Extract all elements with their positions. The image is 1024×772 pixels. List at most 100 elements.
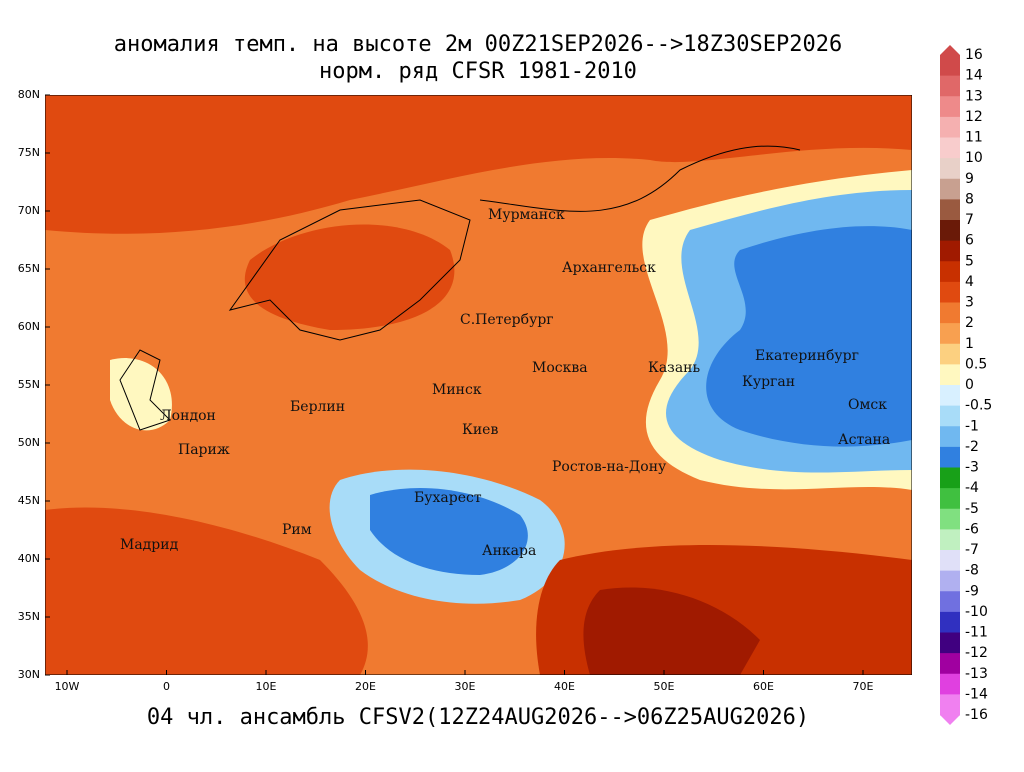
colorbar-box xyxy=(940,570,960,592)
colorbar-label: -10 xyxy=(965,604,988,620)
colorbar-box xyxy=(940,467,960,489)
lon-label: 70E xyxy=(853,680,874,693)
city-label: С.Петербург xyxy=(460,312,554,328)
shade xyxy=(45,507,368,675)
city-label: Москва xyxy=(532,360,588,376)
colorbar-label: -3 xyxy=(965,460,979,476)
city-label: Минск xyxy=(432,382,482,398)
lat-label: 55N xyxy=(18,378,40,391)
lon-label: 40E xyxy=(554,680,575,693)
shade xyxy=(706,226,912,447)
lat-label: 45N xyxy=(18,494,40,507)
colorbar-label: 10 xyxy=(965,150,983,166)
colorbar-label: -4 xyxy=(965,480,979,496)
colorbar-label: -1 xyxy=(965,418,979,434)
city-label: Рим xyxy=(282,522,312,538)
lon-label: 20E xyxy=(355,680,376,693)
city-label: Берлин xyxy=(290,399,345,415)
lat-label: 75N xyxy=(18,146,40,159)
colorbar-label: 4 xyxy=(965,274,974,290)
colorbar-box xyxy=(940,426,960,448)
colorbar-box xyxy=(940,343,960,365)
colorbar-label: -2 xyxy=(965,439,979,455)
colorbar-box xyxy=(940,302,960,324)
lat-label: 80N xyxy=(18,88,40,101)
coastline xyxy=(119,145,801,431)
colorbar-label: -11 xyxy=(965,625,988,641)
colorbar-box xyxy=(940,611,960,633)
city-label: Ростов-на-Дону xyxy=(552,459,667,475)
colorbar-label: -0.5 xyxy=(965,398,992,414)
colorbar-box xyxy=(940,199,960,221)
colorbar-box xyxy=(940,508,960,530)
colorbar-label: -14 xyxy=(965,686,988,702)
map: Мурманск Архангельск С.Петербург Москва … xyxy=(45,95,912,675)
colorbar-box xyxy=(940,446,960,468)
colorbar-label: 6 xyxy=(965,233,974,249)
colorbar-box xyxy=(940,261,960,283)
city-label: Екатеринбург xyxy=(755,348,859,364)
shade xyxy=(370,487,528,575)
colorbar-box xyxy=(940,385,960,407)
city-label: Лондон xyxy=(160,408,216,424)
lat-label: 40N xyxy=(18,552,40,565)
title: аномалия темп. на высоте 2м 00Z21SEP2026… xyxy=(114,32,842,57)
shade xyxy=(45,95,912,234)
colorbar-box xyxy=(940,529,960,551)
lat-label: 60N xyxy=(18,320,40,333)
colorbar-label: 3 xyxy=(965,295,974,311)
lon-label: 0 xyxy=(163,680,170,693)
city-label: Казань xyxy=(648,360,700,376)
colorbar-box xyxy=(940,694,960,716)
colorbar-box xyxy=(940,281,960,303)
colorbar-box xyxy=(940,673,960,695)
city-label: Бухарест xyxy=(414,490,482,506)
colorbar-label: 16 xyxy=(965,47,983,63)
city-label: Анкара xyxy=(482,543,536,559)
colorbar-box xyxy=(940,550,960,572)
colorbar-label: -7 xyxy=(965,542,979,558)
lon-label: 30E xyxy=(455,680,476,693)
city-label: Мурманск xyxy=(488,207,565,223)
colorbar-box xyxy=(940,137,960,159)
colorbar-box xyxy=(940,591,960,613)
shade xyxy=(583,587,760,675)
city-label: Париж xyxy=(178,442,230,458)
colorbar-label: 8 xyxy=(965,191,974,207)
colorbar-label: 5 xyxy=(965,253,974,269)
colorbar-label: -16 xyxy=(965,707,988,723)
city-label: Астана xyxy=(838,432,890,448)
lon-label: 60E xyxy=(753,680,774,693)
colorbar-box xyxy=(940,240,960,262)
colorbar-box xyxy=(940,220,960,242)
colorbar-label: -9 xyxy=(965,583,979,599)
colorbar-box xyxy=(940,405,960,427)
colorbar-label: 7 xyxy=(965,212,974,228)
colorbar-arrow xyxy=(940,715,960,725)
colorbar-label: 1 xyxy=(965,336,974,352)
colorbar-arrow xyxy=(940,45,960,55)
lat-label: 30N xyxy=(18,668,40,681)
city-labels: Мурманск Архангельск С.Петербург Москва … xyxy=(120,207,890,559)
colorbar-label: -5 xyxy=(965,501,979,517)
colorbar-box xyxy=(940,488,960,510)
footer: 04 чл. ансамбль CFSV2(12Z24AUG2026-->06Z… xyxy=(147,705,809,730)
colorbar-box xyxy=(940,158,960,180)
colorbar-label: -6 xyxy=(965,521,979,537)
colorbar-box xyxy=(940,653,960,675)
lat-label: 50N xyxy=(18,436,40,449)
colorbar-box xyxy=(940,364,960,386)
colorbar-label: 0.5 xyxy=(965,356,987,372)
colorbar-label: -8 xyxy=(965,563,979,579)
city-label: Курган xyxy=(742,374,795,390)
city-label: Мадрид xyxy=(120,537,179,553)
colorbar-label: 11 xyxy=(965,130,983,146)
colorbar-label: 0 xyxy=(965,377,974,393)
colorbar-box xyxy=(940,632,960,654)
lon-label: 10W xyxy=(55,680,80,693)
colorbar-box xyxy=(940,323,960,345)
colorbar-label: 13 xyxy=(965,88,983,104)
city-label: Омск xyxy=(848,397,887,413)
shade xyxy=(244,224,455,330)
